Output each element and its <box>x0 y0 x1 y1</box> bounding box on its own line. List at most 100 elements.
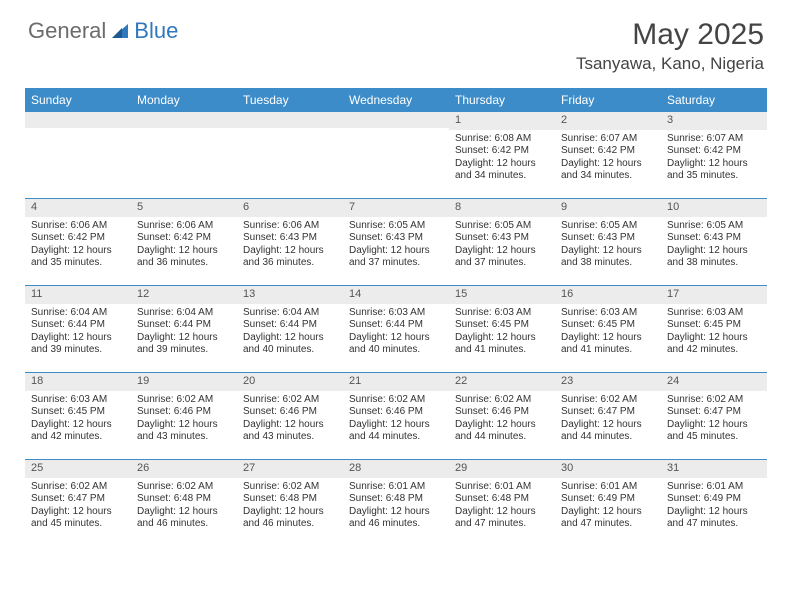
calendar-week: 11Sunrise: 6:04 AMSunset: 6:44 PMDayligh… <box>25 285 767 372</box>
page-header: General Blue May 2025 Tsanyawa, Kano, Ni… <box>0 0 792 82</box>
cell-daylight1: Daylight: 12 hours <box>561 332 655 345</box>
calendar-week: 25Sunrise: 6:02 AMSunset: 6:47 PMDayligh… <box>25 459 767 546</box>
cell-daylight2: and 43 minutes. <box>137 431 231 444</box>
cell-sunset: Sunset: 6:46 PM <box>455 406 549 419</box>
calendar-cell: 16Sunrise: 6:03 AMSunset: 6:45 PMDayligh… <box>555 286 661 372</box>
day-number: 5 <box>131 199 237 217</box>
cell-body: Sunrise: 6:02 AMSunset: 6:46 PMDaylight:… <box>131 391 237 448</box>
cell-sunset: Sunset: 6:49 PM <box>561 493 655 506</box>
day-number: 8 <box>449 199 555 217</box>
location-subtitle: Tsanyawa, Kano, Nigeria <box>576 54 764 74</box>
day-number <box>131 112 237 128</box>
day-number <box>343 112 449 128</box>
cell-sunrise: Sunrise: 6:04 AM <box>137 307 231 320</box>
calendar-cell: 28Sunrise: 6:01 AMSunset: 6:48 PMDayligh… <box>343 460 449 546</box>
cell-daylight2: and 35 minutes. <box>31 257 125 270</box>
cell-sunrise: Sunrise: 6:05 AM <box>561 220 655 233</box>
cell-sunrise: Sunrise: 6:01 AM <box>667 481 761 494</box>
cell-sunset: Sunset: 6:47 PM <box>561 406 655 419</box>
cell-daylight1: Daylight: 12 hours <box>667 245 761 258</box>
cell-daylight2: and 34 minutes. <box>561 170 655 183</box>
cell-sunset: Sunset: 6:48 PM <box>243 493 337 506</box>
cell-sunrise: Sunrise: 6:05 AM <box>455 220 549 233</box>
day-number: 29 <box>449 460 555 478</box>
cell-sunrise: Sunrise: 6:02 AM <box>667 394 761 407</box>
day-number: 20 <box>237 373 343 391</box>
cell-body: Sunrise: 6:02 AMSunset: 6:48 PMDaylight:… <box>237 478 343 535</box>
calendar: SundayMondayTuesdayWednesdayThursdayFrid… <box>25 88 767 546</box>
day-number: 25 <box>25 460 131 478</box>
cell-sunrise: Sunrise: 6:06 AM <box>243 220 337 233</box>
cell-sunset: Sunset: 6:43 PM <box>243 232 337 245</box>
cell-daylight2: and 37 minutes. <box>455 257 549 270</box>
cell-daylight1: Daylight: 12 hours <box>667 158 761 171</box>
cell-daylight2: and 46 minutes. <box>243 518 337 531</box>
cell-daylight2: and 45 minutes. <box>667 431 761 444</box>
weekday-header: Wednesday <box>343 88 449 112</box>
cell-body: Sunrise: 6:05 AMSunset: 6:43 PMDaylight:… <box>661 217 767 274</box>
cell-sunset: Sunset: 6:44 PM <box>243 319 337 332</box>
cell-body: Sunrise: 6:05 AMSunset: 6:43 PMDaylight:… <box>555 217 661 274</box>
calendar-cell: 12Sunrise: 6:04 AMSunset: 6:44 PMDayligh… <box>131 286 237 372</box>
cell-daylight2: and 37 minutes. <box>349 257 443 270</box>
cell-sunset: Sunset: 6:43 PM <box>455 232 549 245</box>
calendar-cell <box>343 112 449 198</box>
cell-daylight2: and 34 minutes. <box>455 170 549 183</box>
cell-daylight2: and 44 minutes. <box>455 431 549 444</box>
cell-daylight1: Daylight: 12 hours <box>137 506 231 519</box>
cell-body: Sunrise: 6:05 AMSunset: 6:43 PMDaylight:… <box>343 217 449 274</box>
cell-body: Sunrise: 6:03 AMSunset: 6:45 PMDaylight:… <box>449 304 555 361</box>
calendar-cell: 23Sunrise: 6:02 AMSunset: 6:47 PMDayligh… <box>555 373 661 459</box>
cell-sunset: Sunset: 6:44 PM <box>137 319 231 332</box>
cell-body: Sunrise: 6:07 AMSunset: 6:42 PMDaylight:… <box>661 130 767 187</box>
cell-daylight1: Daylight: 12 hours <box>243 245 337 258</box>
cell-daylight2: and 42 minutes. <box>31 431 125 444</box>
cell-sunrise: Sunrise: 6:02 AM <box>349 394 443 407</box>
cell-sunrise: Sunrise: 6:06 AM <box>31 220 125 233</box>
day-number: 26 <box>131 460 237 478</box>
calendar-cell: 27Sunrise: 6:02 AMSunset: 6:48 PMDayligh… <box>237 460 343 546</box>
cell-sunrise: Sunrise: 6:03 AM <box>561 307 655 320</box>
cell-body: Sunrise: 6:06 AMSunset: 6:42 PMDaylight:… <box>131 217 237 274</box>
cell-sunset: Sunset: 6:45 PM <box>455 319 549 332</box>
cell-daylight2: and 46 minutes. <box>137 518 231 531</box>
cell-body: Sunrise: 6:04 AMSunset: 6:44 PMDaylight:… <box>237 304 343 361</box>
calendar-cell: 21Sunrise: 6:02 AMSunset: 6:46 PMDayligh… <box>343 373 449 459</box>
calendar-cell: 7Sunrise: 6:05 AMSunset: 6:43 PMDaylight… <box>343 199 449 285</box>
calendar-cell: 2Sunrise: 6:07 AMSunset: 6:42 PMDaylight… <box>555 112 661 198</box>
cell-body: Sunrise: 6:03 AMSunset: 6:45 PMDaylight:… <box>661 304 767 361</box>
cell-body: Sunrise: 6:02 AMSunset: 6:46 PMDaylight:… <box>343 391 449 448</box>
cell-sunset: Sunset: 6:43 PM <box>667 232 761 245</box>
weekday-header: Tuesday <box>237 88 343 112</box>
cell-daylight2: and 47 minutes. <box>667 518 761 531</box>
cell-daylight2: and 46 minutes. <box>349 518 443 531</box>
cell-daylight2: and 36 minutes. <box>243 257 337 270</box>
cell-sunset: Sunset: 6:48 PM <box>455 493 549 506</box>
calendar-cell: 14Sunrise: 6:03 AMSunset: 6:44 PMDayligh… <box>343 286 449 372</box>
cell-daylight1: Daylight: 12 hours <box>349 419 443 432</box>
calendar-cell: 24Sunrise: 6:02 AMSunset: 6:47 PMDayligh… <box>661 373 767 459</box>
cell-daylight1: Daylight: 12 hours <box>31 506 125 519</box>
cell-sunrise: Sunrise: 6:05 AM <box>349 220 443 233</box>
cell-sunset: Sunset: 6:42 PM <box>137 232 231 245</box>
calendar-cell: 20Sunrise: 6:02 AMSunset: 6:46 PMDayligh… <box>237 373 343 459</box>
cell-sunrise: Sunrise: 6:04 AM <box>243 307 337 320</box>
cell-sunrise: Sunrise: 6:02 AM <box>243 481 337 494</box>
calendar-cell: 18Sunrise: 6:03 AMSunset: 6:45 PMDayligh… <box>25 373 131 459</box>
day-number <box>237 112 343 128</box>
day-number: 1 <box>449 112 555 130</box>
day-number: 12 <box>131 286 237 304</box>
cell-daylight2: and 38 minutes. <box>561 257 655 270</box>
cell-sunset: Sunset: 6:42 PM <box>561 145 655 158</box>
brand-text-a: General <box>28 18 106 44</box>
cell-body: Sunrise: 6:05 AMSunset: 6:43 PMDaylight:… <box>449 217 555 274</box>
day-number <box>25 112 131 128</box>
day-number: 15 <box>449 286 555 304</box>
cell-daylight2: and 42 minutes. <box>667 344 761 357</box>
cell-sunset: Sunset: 6:43 PM <box>349 232 443 245</box>
calendar-cell: 3Sunrise: 6:07 AMSunset: 6:42 PMDaylight… <box>661 112 767 198</box>
day-number: 17 <box>661 286 767 304</box>
cell-sunset: Sunset: 6:46 PM <box>243 406 337 419</box>
weekday-header: Saturday <box>661 88 767 112</box>
cell-sunset: Sunset: 6:44 PM <box>31 319 125 332</box>
